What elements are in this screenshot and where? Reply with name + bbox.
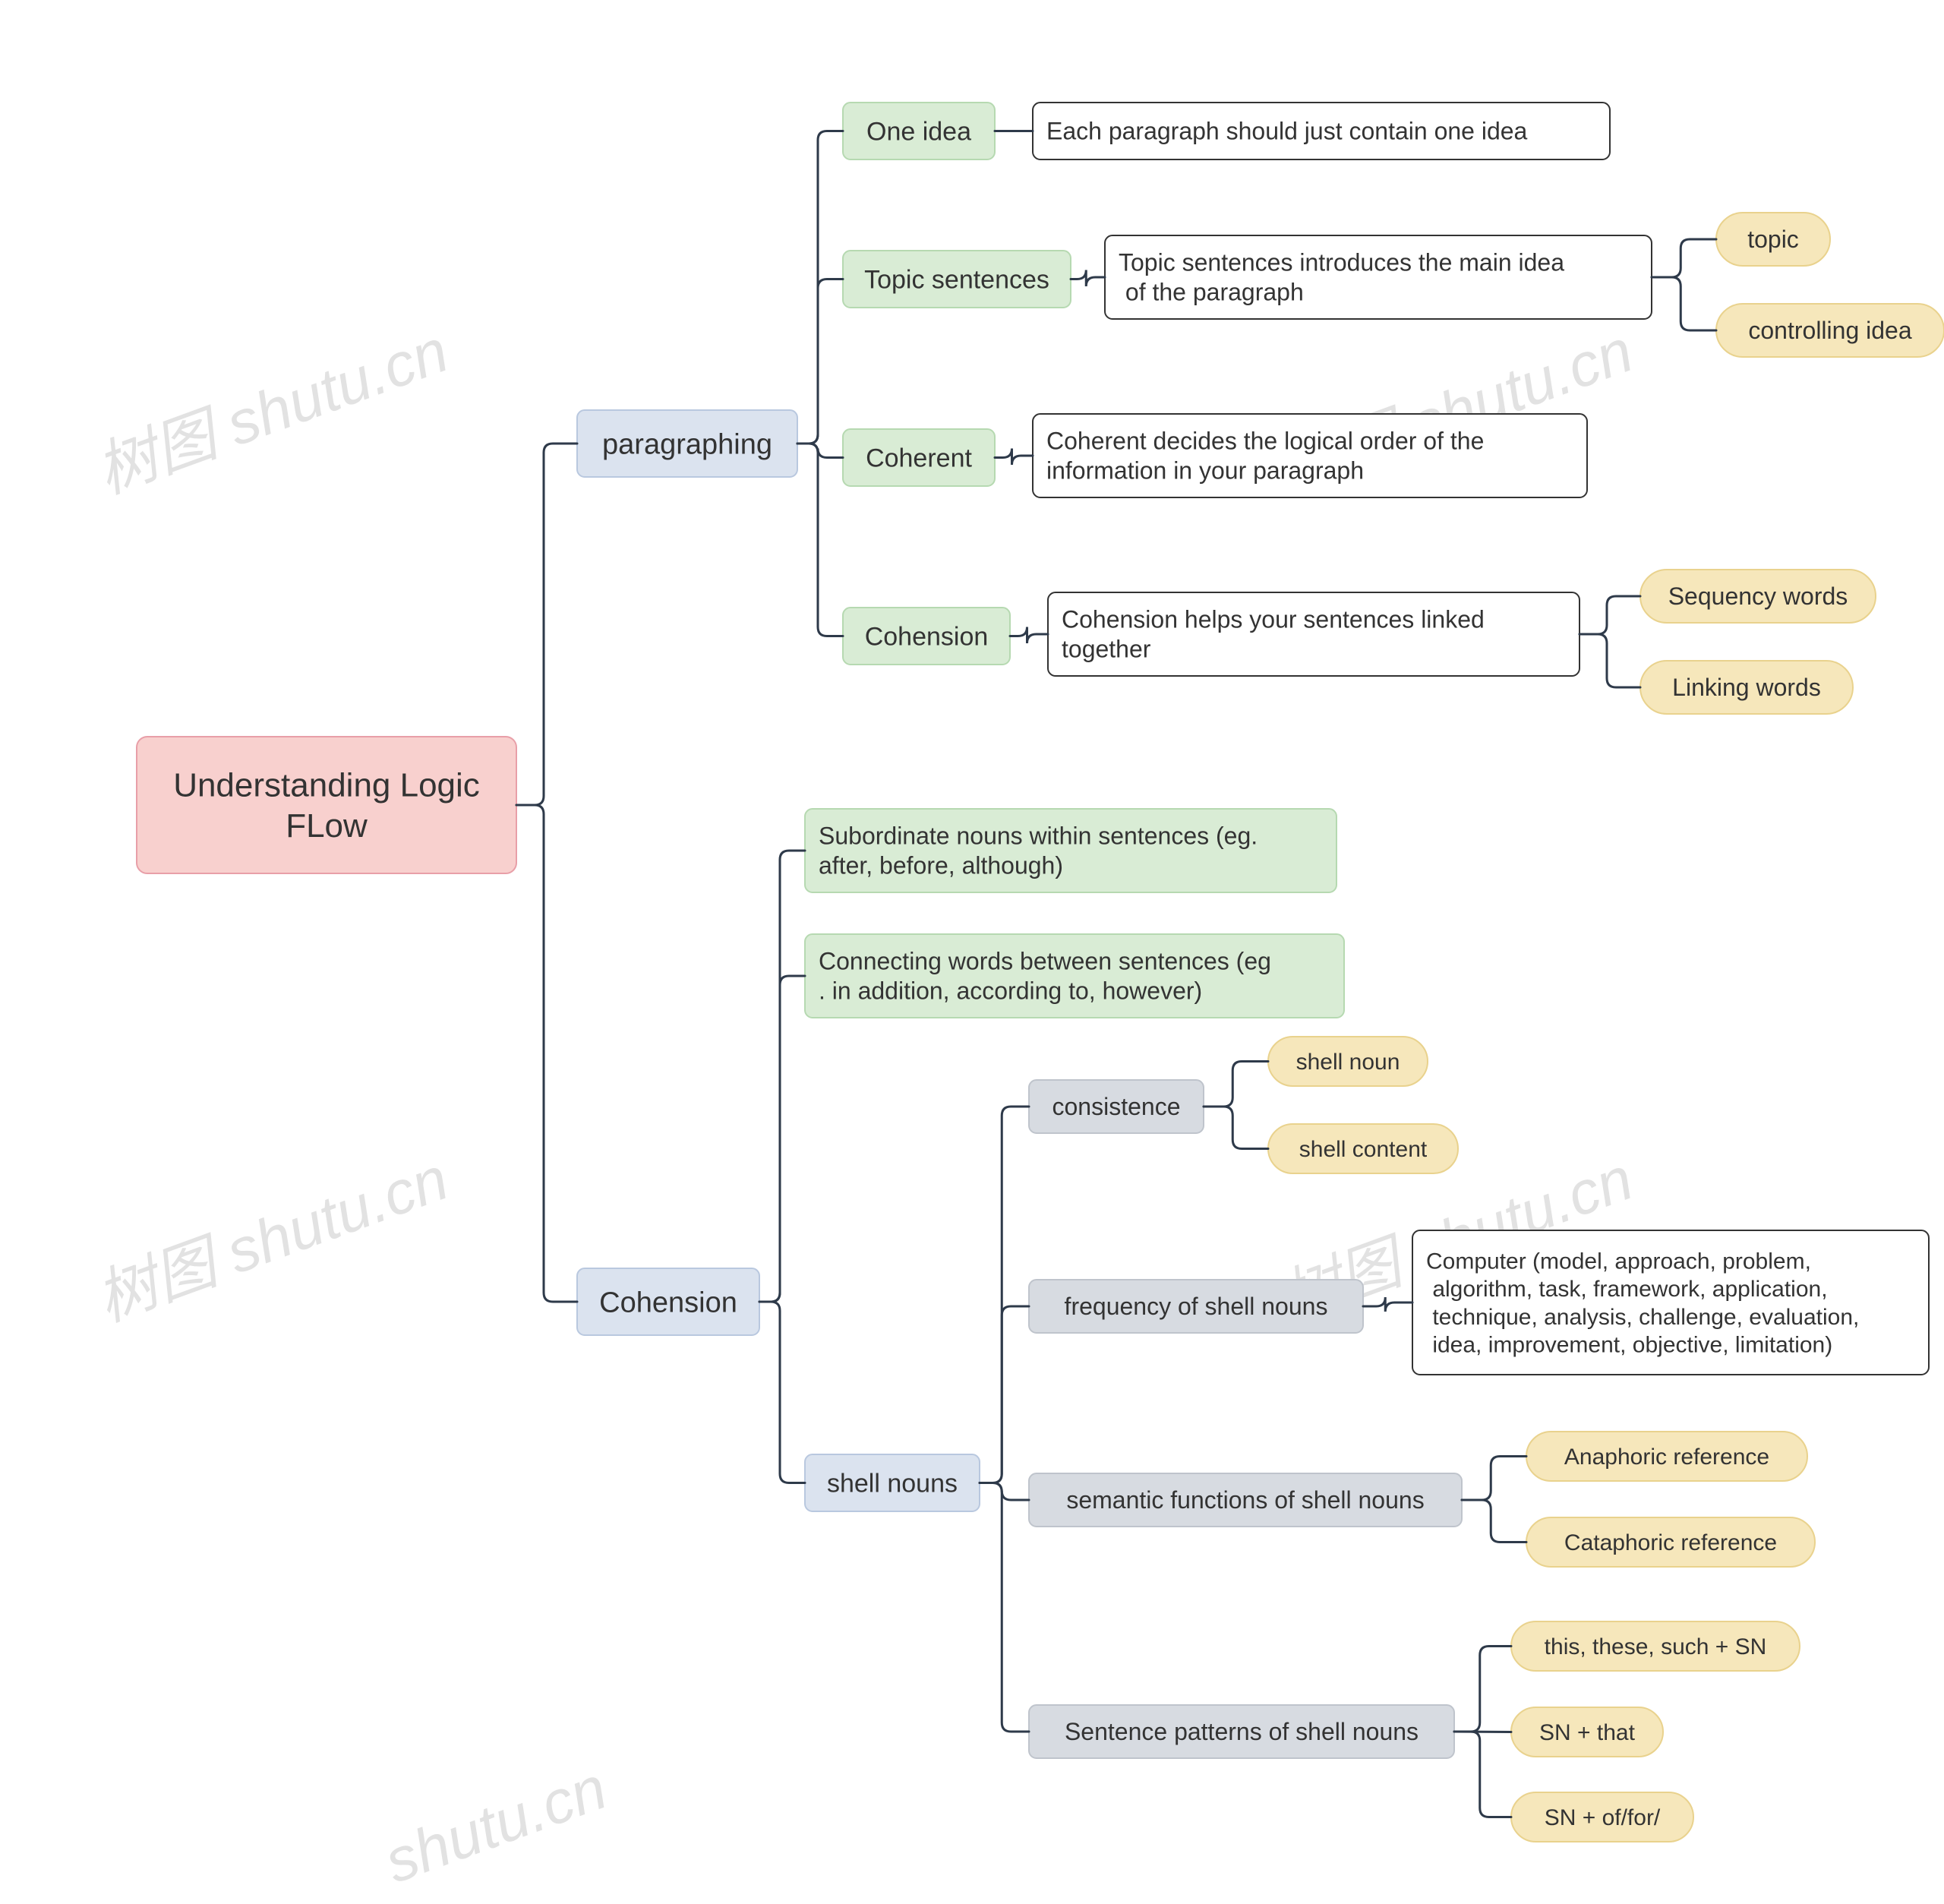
leaf-topic_sent-1[interactable]: controlling idea [1716, 304, 1944, 357]
svg-text:controlling idea: controlling idea [1748, 317, 1911, 344]
branch-paragraphing[interactable]: paragraphing [577, 410, 797, 477]
connector [980, 1483, 1029, 1501]
connector [516, 805, 577, 1302]
node-shell_nouns[interactable]: shell nouns [805, 1454, 980, 1511]
node-sem[interactable]: semantic functions of shell nouns [1029, 1473, 1462, 1527]
svg-text:shell nouns: shell nouns [827, 1469, 958, 1498]
svg-text:frequency of shell nouns: frequency of shell nouns [1065, 1293, 1328, 1320]
svg-text:Cohension: Cohension [865, 622, 989, 651]
svg-text:SN + of/for/: SN + of/for/ [1545, 1805, 1661, 1830]
watermark: 树图 shutu.cn [87, 1145, 456, 1334]
svg-text:Each paragraph should just con: Each paragraph should just contain one i… [1046, 118, 1528, 145]
svg-text:SN + that: SN + that [1539, 1720, 1636, 1745]
root-node[interactable]: Understanding LogicFLow [137, 737, 516, 873]
connector [1204, 1062, 1268, 1107]
connector [1462, 1500, 1526, 1542]
node-conn_words[interactable]: Connecting words between sentences (eg. … [805, 934, 1344, 1018]
node-consist[interactable]: consistence [1029, 1080, 1204, 1133]
svg-text:Anaphoric reference: Anaphoric reference [1564, 1445, 1769, 1470]
leaf-patt-0[interactable]: this, these, such + SN [1511, 1621, 1800, 1671]
connector [995, 449, 1033, 466]
connector [759, 976, 805, 1302]
svg-text:Coherent: Coherent [866, 444, 972, 472]
connector [980, 1107, 1029, 1483]
node-patt[interactable]: Sentence patterns of shell nouns [1029, 1705, 1454, 1758]
desc-one_idea[interactable]: Each paragraph should just contain one i… [1033, 103, 1610, 159]
connector [797, 444, 843, 636]
svg-text:semantic functions of shell no: semantic functions of shell nouns [1066, 1486, 1424, 1514]
node-one_idea[interactable]: One idea [843, 103, 995, 159]
svg-text:Sentence patterns of shell nou: Sentence patterns of shell nouns [1065, 1718, 1419, 1745]
connector [1204, 1107, 1268, 1149]
node-freq[interactable]: frequency of shell nouns [1029, 1280, 1363, 1333]
node-coherent[interactable]: Coherent [843, 429, 995, 486]
leaf-coh_p-1[interactable]: Linking words [1640, 661, 1853, 714]
watermark: shutu.cn [376, 1754, 615, 1896]
branch-cohension_main[interactable]: Cohension [577, 1268, 759, 1335]
svg-text:Cohension: Cohension [599, 1287, 737, 1318]
leaf-consist-0[interactable]: shell noun [1268, 1037, 1428, 1086]
connector [797, 444, 843, 458]
connector [1010, 627, 1048, 644]
svg-text:shell noun: shell noun [1296, 1050, 1400, 1075]
connector [1071, 270, 1105, 287]
node-coh_p[interactable]: Cohension [843, 608, 1010, 665]
connector [759, 851, 805, 1302]
leaf-consist-1[interactable]: shell content [1268, 1124, 1458, 1173]
leaf-patt-2[interactable]: SN + of/for/ [1511, 1792, 1693, 1842]
connector [1580, 596, 1640, 634]
svg-text:Linking words: Linking words [1672, 674, 1821, 701]
desc-freq[interactable]: Computer (model, approach, problem, algo… [1412, 1230, 1929, 1375]
svg-text:Sequency words: Sequency words [1668, 583, 1848, 610]
leaf-patt-1[interactable]: SN + that [1511, 1707, 1663, 1757]
watermark: 树图 shutu.cn [87, 317, 456, 506]
connector [1580, 634, 1640, 687]
connector [1454, 1647, 1511, 1732]
connector [980, 1483, 1029, 1732]
connector [1454, 1732, 1511, 1817]
connector [759, 1302, 805, 1483]
connector [1652, 239, 1716, 277]
svg-text:Cataphoric reference: Cataphoric reference [1564, 1530, 1777, 1555]
node-sub_nouns[interactable]: Subordinate nouns within sentences (eg.a… [805, 809, 1336, 892]
svg-text:this, these, such + SN: this, these, such + SN [1545, 1634, 1767, 1659]
svg-text:One idea: One idea [866, 117, 971, 146]
svg-text:paragraphing: paragraphing [602, 428, 772, 460]
leaf-sem-1[interactable]: Cataphoric reference [1526, 1517, 1815, 1567]
svg-text:topic: topic [1747, 226, 1799, 253]
svg-text:shell content: shell content [1299, 1137, 1428, 1162]
svg-text:consistence: consistence [1052, 1093, 1181, 1120]
svg-text:Topic sentences: Topic sentences [864, 265, 1049, 294]
connector [797, 131, 843, 444]
desc-topic_sent[interactable]: Topic sentences introduces the main idea… [1105, 235, 1652, 319]
leaf-coh_p-0[interactable]: Sequency words [1640, 570, 1876, 623]
connector [1652, 277, 1716, 330]
mindmap-canvas: 树图 shutu.cn树图 shutu.cn树图 shutu.cn树图 shut… [0, 0, 1944, 1904]
connector [797, 279, 843, 444]
connector [980, 1306, 1029, 1483]
desc-coherent[interactable]: Coherent decides the logical order of th… [1033, 414, 1587, 497]
leaf-sem-0[interactable]: Anaphoric reference [1526, 1432, 1807, 1481]
connector [516, 444, 577, 805]
connector [1462, 1457, 1526, 1501]
desc-coh_p[interactable]: Cohension helps your sentences linkedtog… [1048, 592, 1580, 676]
leaf-topic_sent-0[interactable]: topic [1716, 213, 1830, 266]
node-topic_sent[interactable]: Topic sentences [843, 251, 1071, 308]
